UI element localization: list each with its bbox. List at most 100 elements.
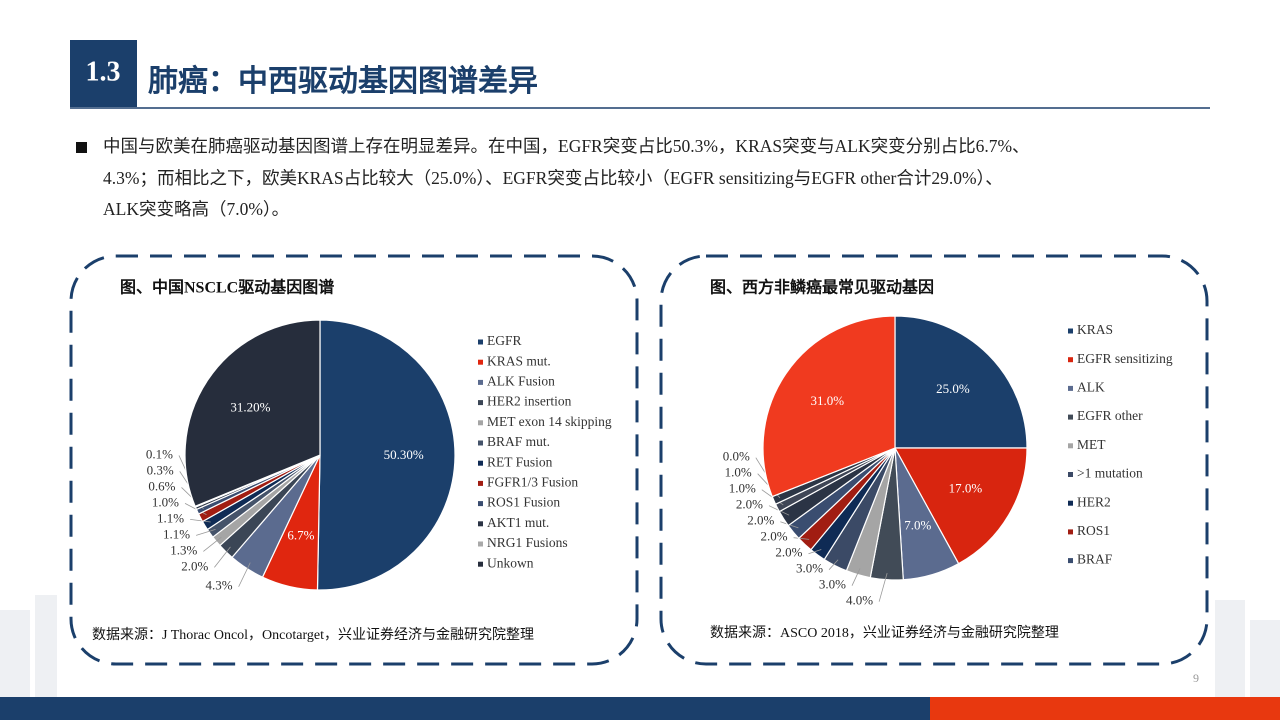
legend-label: FGFR1/3 Fusion [487,474,578,489]
legend-label: NRG1 Fusions [487,535,568,550]
bullet-line: 4.3%；而相比之下，欧美KRAS占比较大（25.0%）、EGFR突变占比较小（… [103,168,1003,188]
legend-label: HER2 [1077,494,1111,509]
legend-label: HER2 insertion [487,394,572,409]
data-label: 25.0% [936,381,970,396]
legend-label: EGFR sensitizing [1077,351,1173,366]
source-note: 数据来源：ASCO 2018，兴业证券经济与金融研究院整理 [710,625,1059,641]
legend-label: BRAF [1077,552,1113,567]
pie-slice [184,319,321,508]
leader-line [190,519,211,523]
legend-label: EGFR other [1077,408,1143,423]
legend-swatch [1068,414,1073,420]
data-label: 31.20% [230,399,270,414]
legend-swatch [478,440,483,446]
leader-line [828,559,839,570]
data-label: 1.3% [170,542,197,557]
data-label: 1.0% [729,481,756,496]
data-label: 1.0% [152,494,179,509]
legend-label: RET Fusion [487,454,553,469]
legend-swatch [1068,385,1073,391]
legend-label: KRAS mut. [487,353,551,368]
data-label: 3.0% [796,561,823,576]
legend-label: EGFR [487,333,522,348]
bullet-line: ALK突变略高（7.0%）。 [103,199,289,219]
footer-bar [930,697,1280,720]
legend-label: ALK Fusion [487,373,555,388]
bullet-line: 中国与欧美在肺癌驱动基因图谱上存在明显差异。在中国，EGFR突变占比50.3%，… [103,136,1030,156]
data-label: 2.0% [760,529,787,544]
legend-swatch [1068,558,1073,564]
leader-line [196,529,216,536]
legend-swatch [1068,328,1073,334]
data-label: 0.1% [146,446,173,461]
legend-swatch [478,501,483,507]
legend-swatch [478,400,483,406]
data-label: 1.1% [157,510,184,525]
legend-swatch [478,420,483,426]
leader-line [203,536,222,552]
legend-swatch [478,561,483,567]
legend-swatch [478,359,483,365]
legend-label: BRAF mut. [487,434,550,449]
footer-bar [0,697,930,720]
data-label: 2.0% [181,558,208,573]
pie-slice [894,315,1028,449]
legend-swatch [478,541,483,547]
data-label: 6.7% [287,527,314,542]
data-label: 17.0% [949,481,983,496]
legend-swatch [478,480,483,486]
leader-line [793,537,810,540]
leader-line [214,546,231,568]
data-label: 1.0% [725,465,752,480]
leader-line [878,573,888,602]
legend-swatch [478,521,483,527]
chart-frame [69,254,639,666]
data-label: 2.0% [747,513,774,528]
legend-label: ALK [1077,379,1105,394]
legend-label: ROS1 Fusion [487,495,560,510]
legend-label: MET exon 14 skipping [487,414,612,429]
data-label: 2.0% [736,497,763,512]
data-label: 1.1% [163,526,190,541]
legend-swatch [478,379,483,385]
legend-label: Unkown [487,555,534,570]
data-label: 0.6% [148,478,175,493]
leader-line [238,562,251,587]
bullet-mark [76,142,87,153]
data-label: 50.30% [384,447,424,462]
data-label: 0.3% [147,462,174,477]
pie-slice [762,315,896,498]
legend-label: AKT1 mut. [487,515,549,530]
legend-swatch [1068,443,1073,449]
data-label: 7.0% [904,518,931,533]
legend-swatch [1068,500,1073,506]
legend-label: KRAS [1077,322,1113,337]
data-label: 31.0% [811,393,845,408]
leader-line [851,568,861,586]
data-label: 4.0% [846,593,873,608]
pie-slice [316,319,456,591]
data-label: 2.0% [775,545,802,560]
data-label: 3.0% [819,577,846,592]
pie-slice [893,447,1028,565]
section-number: 1.3 [86,56,121,87]
legend-swatch [1068,529,1073,535]
page-number: 9 [1193,671,1199,685]
chart-frame [659,254,1209,666]
source-note: 数据来源：J Thorac Oncol，Oncotarget，兴业证券经济与金融… [92,627,534,643]
leader-line [808,549,822,555]
legend-label: MET [1077,437,1106,452]
chart-title: 图、西方非鳞癌最常见驱动基因 [710,278,934,297]
legend-swatch [1068,357,1073,363]
legend-label: ROS1 [1077,523,1110,538]
legend-swatch [478,339,483,345]
chart-title: 图、中国NSCLC驱动基因图谱 [120,278,334,297]
legend-label: >1 mutation [1077,466,1143,481]
legend-swatch [478,460,483,466]
slide-title: 肺癌：中西驱动基因图谱差异 [148,64,538,98]
data-label: 0.0% [723,449,750,464]
skyline [0,595,1280,697]
data-label: 4.3% [206,578,233,593]
section-box [70,40,137,107]
